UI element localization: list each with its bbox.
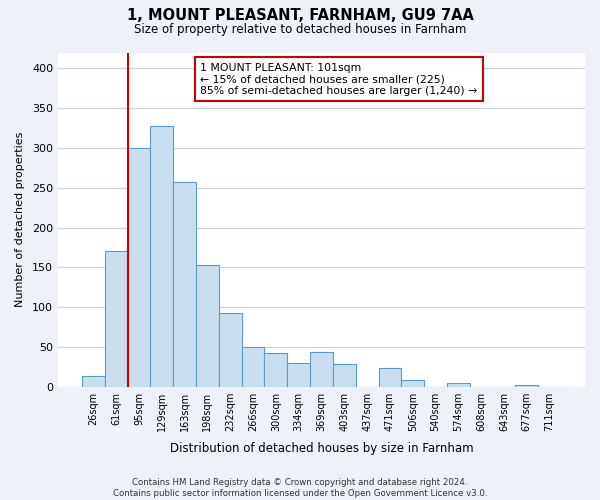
Text: 1 MOUNT PLEASANT: 101sqm
← 15% of detached houses are smaller (225)
85% of semi-: 1 MOUNT PLEASANT: 101sqm ← 15% of detach…	[200, 62, 478, 96]
Bar	[151, 126, 173, 386]
Text: Size of property relative to detached houses in Farnham: Size of property relative to detached ho…	[134, 22, 466, 36]
Bar	[379, 368, 401, 386]
Bar	[287, 363, 310, 386]
Bar	[128, 148, 151, 386]
Y-axis label: Number of detached properties: Number of detached properties	[15, 132, 25, 308]
Bar	[219, 314, 242, 386]
Bar	[333, 364, 356, 386]
Text: 1, MOUNT PLEASANT, FARNHAM, GU9 7AA: 1, MOUNT PLEASANT, FARNHAM, GU9 7AA	[127, 8, 473, 22]
Bar	[82, 376, 105, 386]
Bar	[447, 382, 470, 386]
Bar	[105, 252, 128, 386]
Bar	[310, 352, 333, 386]
Bar	[401, 380, 424, 386]
Bar	[515, 385, 538, 386]
X-axis label: Distribution of detached houses by size in Farnham: Distribution of detached houses by size …	[170, 442, 473, 455]
Text: Contains HM Land Registry data © Crown copyright and database right 2024.
Contai: Contains HM Land Registry data © Crown c…	[113, 478, 487, 498]
Bar	[265, 353, 287, 386]
Bar	[173, 182, 196, 386]
Bar	[196, 265, 219, 386]
Bar	[242, 347, 265, 387]
